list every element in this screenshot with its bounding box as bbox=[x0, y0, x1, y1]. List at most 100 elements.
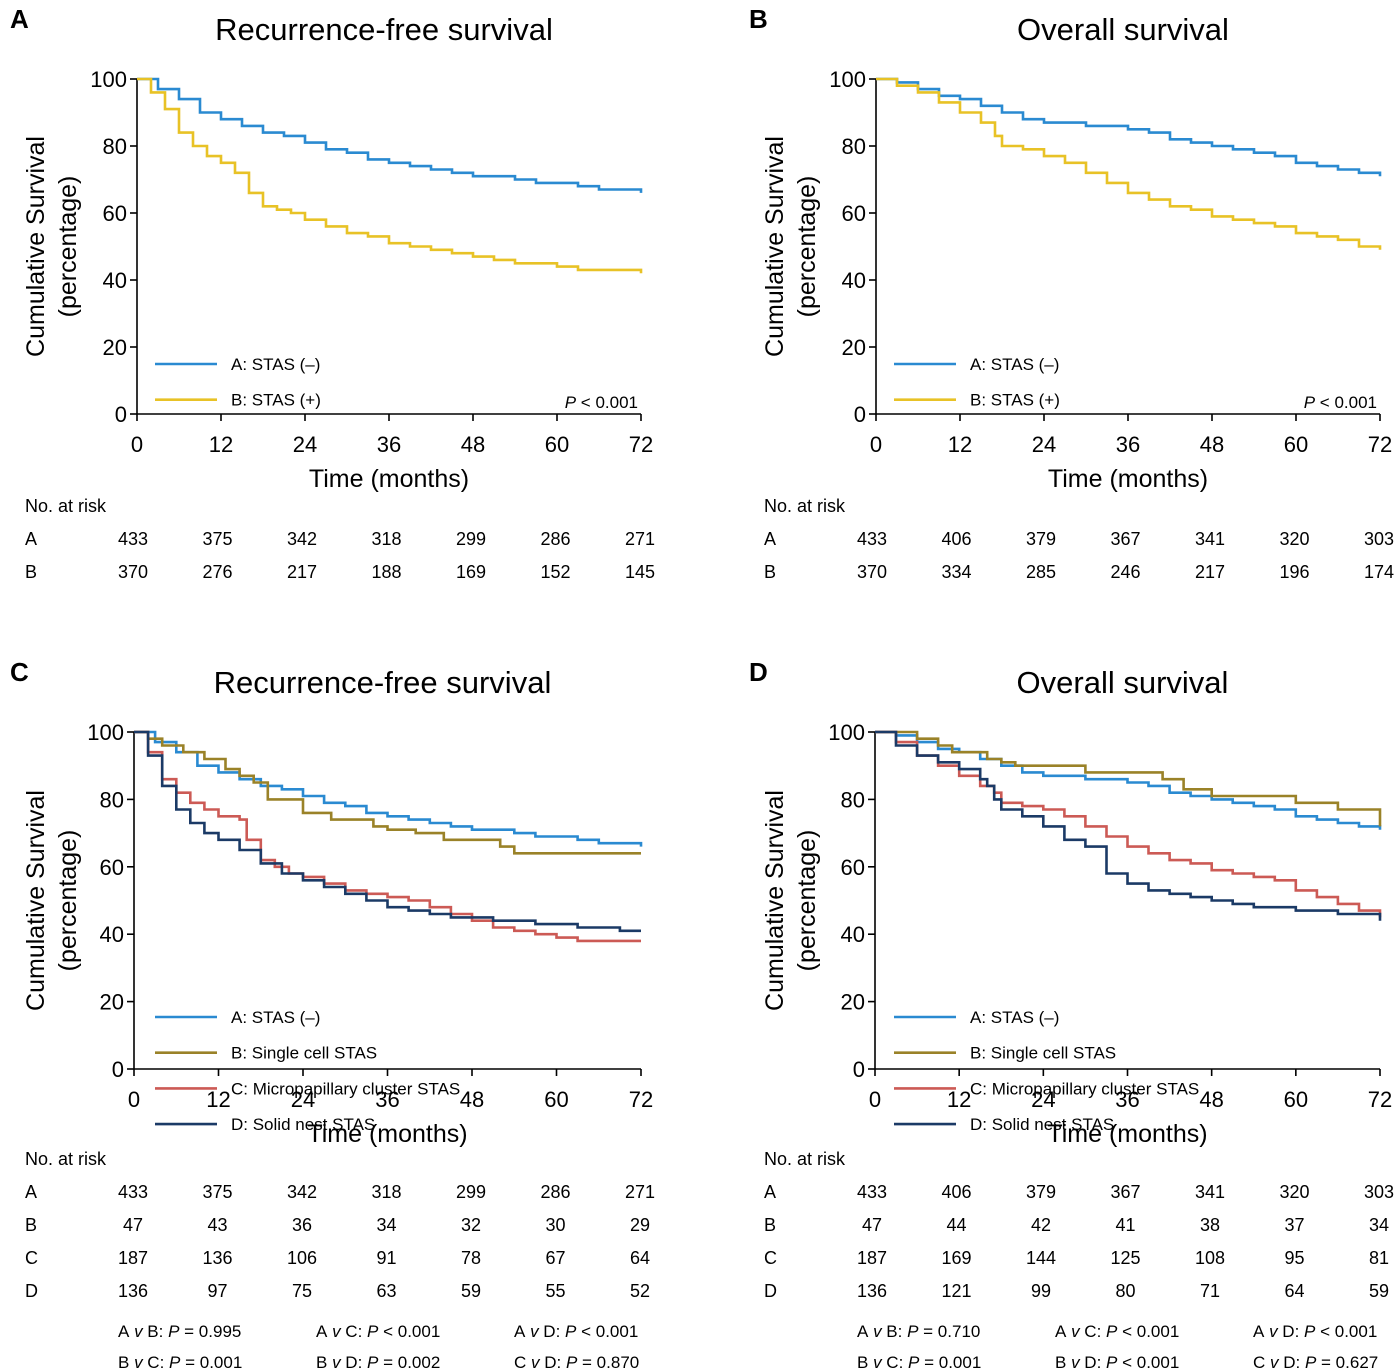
y-tick-label: 100 bbox=[87, 720, 124, 745]
risk-value: 320 bbox=[1279, 529, 1309, 549]
comparison-p-label: P bbox=[168, 1322, 180, 1341]
y-axis-label-line2: (percentage) bbox=[793, 830, 821, 972]
comparison-p-value: < 0.001 bbox=[378, 1322, 440, 1341]
risk-value: 91 bbox=[376, 1248, 396, 1268]
risk-value: 136 bbox=[857, 1281, 887, 1301]
comparison-group-2: B bbox=[147, 1322, 158, 1341]
risk-value: 406 bbox=[941, 1182, 971, 1202]
risk-row-group: D bbox=[764, 1281, 777, 1301]
comparison-colon: : bbox=[159, 1322, 168, 1341]
comparison-group-1: B bbox=[857, 1353, 868, 1370]
risk-value: 367 bbox=[1110, 529, 1140, 549]
comparison-p-value: = 0.001 bbox=[180, 1353, 242, 1370]
chart-title: Recurrence-free survival bbox=[214, 665, 552, 700]
comparison-colon: : bbox=[1097, 1322, 1106, 1341]
risk-value: 75 bbox=[292, 1281, 312, 1301]
y-tick-label: 0 bbox=[112, 1057, 124, 1082]
comparison-p-label: P bbox=[565, 1322, 577, 1341]
risk-value: 97 bbox=[207, 1281, 227, 1301]
risk-value: 433 bbox=[118, 1182, 148, 1202]
risk-value: 217 bbox=[287, 562, 317, 582]
comparison-colon: : bbox=[160, 1353, 169, 1370]
risk-value: 63 bbox=[376, 1281, 396, 1301]
comparison: C v D: P = 0.870 bbox=[514, 1353, 639, 1370]
y-axis-label: Cumulative Survival (percentage) bbox=[761, 790, 821, 1011]
risk-value: 47 bbox=[862, 1215, 882, 1235]
risk-value: 59 bbox=[461, 1281, 481, 1301]
risk-value: 433 bbox=[118, 529, 148, 549]
x-tick-label: 24 bbox=[291, 1087, 315, 1112]
risk-value: 276 bbox=[202, 562, 232, 582]
risk-value: 106 bbox=[287, 1248, 317, 1268]
comparison-p-value: < 0.001 bbox=[576, 1322, 638, 1341]
comparison-p-label: P bbox=[908, 1353, 920, 1370]
comparison-colon: : bbox=[556, 1322, 565, 1341]
risk-value: 342 bbox=[287, 529, 317, 549]
comparison-group-2: C bbox=[345, 1322, 357, 1341]
comparison-v: v bbox=[1066, 1353, 1084, 1370]
comparison-group-1: A bbox=[857, 1322, 869, 1341]
risk-value: 303 bbox=[1364, 1182, 1394, 1202]
comparison-p-label: P bbox=[566, 1353, 578, 1370]
y-tick-label: 60 bbox=[100, 855, 124, 880]
y-tick-label: 0 bbox=[115, 402, 127, 427]
x-tick-label: 48 bbox=[461, 432, 485, 457]
comparison-colon: : bbox=[358, 1353, 367, 1370]
y-tick-label: 20 bbox=[841, 990, 865, 1015]
x-tick-label: 24 bbox=[1031, 1087, 1055, 1112]
risk-value: 42 bbox=[1031, 1215, 1051, 1235]
comparison-group-1: A bbox=[118, 1322, 130, 1341]
y-axis-label-line1: Cumulative Survival bbox=[22, 136, 50, 357]
risk-value: 271 bbox=[625, 529, 655, 549]
comparison-group-1: A bbox=[514, 1322, 526, 1341]
survival-curve-b bbox=[876, 77, 1382, 250]
y-tick-label: 80 bbox=[842, 134, 866, 159]
risk-value: 145 bbox=[625, 562, 655, 582]
risk-value: 341 bbox=[1195, 1182, 1225, 1202]
comparison: A v C: P < 0.001 bbox=[316, 1322, 440, 1341]
x-tick-label: 36 bbox=[1115, 1087, 1139, 1112]
comparison-v: v bbox=[129, 1353, 147, 1370]
risk-value: 136 bbox=[202, 1248, 232, 1268]
risk-value: 34 bbox=[1369, 1215, 1389, 1235]
comparison-v: v bbox=[1066, 1322, 1084, 1341]
risk-table-title: No. at risk bbox=[764, 1149, 846, 1169]
risk-table-title: No. at risk bbox=[25, 1149, 107, 1169]
comparison-colon: : bbox=[1097, 1353, 1106, 1370]
comparison-p-value: < 0.001 bbox=[1117, 1322, 1179, 1341]
comparison-v: v bbox=[129, 1322, 147, 1341]
y-axis-label-line2: (percentage) bbox=[54, 830, 82, 972]
comparison: A v C: P < 0.001 bbox=[1055, 1322, 1179, 1341]
x-tick-label: 72 bbox=[1368, 432, 1392, 457]
comparison-v: v bbox=[525, 1322, 543, 1341]
x-tick-label: 24 bbox=[293, 432, 317, 457]
comparison-group-2: C bbox=[1084, 1322, 1096, 1341]
risk-value: 342 bbox=[287, 1182, 317, 1202]
risk-value: 375 bbox=[202, 1182, 232, 1202]
y-tick-label: 60 bbox=[103, 201, 127, 226]
comparison-group-1: B bbox=[316, 1353, 327, 1370]
risk-row-group: C bbox=[25, 1248, 38, 1268]
comparison-colon: : bbox=[1296, 1353, 1305, 1370]
comparison-group-2: B bbox=[886, 1322, 897, 1341]
risk-value: 286 bbox=[540, 529, 570, 549]
risk-value: 152 bbox=[540, 562, 570, 582]
risk-value: 125 bbox=[1110, 1248, 1140, 1268]
legend-label: C: Micropapillary cluster STAS bbox=[970, 1079, 1199, 1098]
comparison: A v B: P = 0.995 bbox=[118, 1322, 241, 1341]
comparison-group-2: D bbox=[544, 1353, 556, 1370]
comparison-p-value: < 0.001 bbox=[1315, 1322, 1377, 1341]
risk-value: 121 bbox=[941, 1281, 971, 1301]
risk-row-group: A bbox=[25, 529, 37, 549]
comparison-p-value: = 0.001 bbox=[919, 1353, 981, 1370]
risk-value: 318 bbox=[371, 1182, 401, 1202]
comparison-p-value: < 0.001 bbox=[1117, 1353, 1179, 1370]
y-tick-label: 20 bbox=[103, 335, 127, 360]
risk-table-title: No. at risk bbox=[25, 496, 107, 516]
comparison-colon: : bbox=[1295, 1322, 1304, 1341]
y-tick-label: 60 bbox=[842, 201, 866, 226]
x-tick-label: 0 bbox=[131, 432, 143, 457]
risk-row-group: A bbox=[764, 529, 776, 549]
comparison-group-2: C bbox=[147, 1353, 159, 1370]
comparison-group-2: D bbox=[345, 1353, 357, 1370]
